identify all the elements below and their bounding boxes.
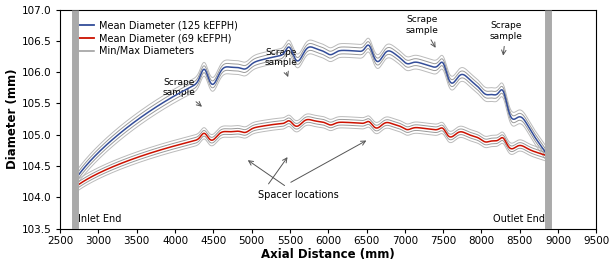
X-axis label: Axial Distance (mm): Axial Distance (mm) [261, 249, 395, 261]
Text: Spacer locations: Spacer locations [248, 161, 338, 200]
Text: Scrape
sample: Scrape sample [162, 78, 201, 106]
Text: Outlet End: Outlet End [493, 214, 545, 224]
Text: Scrape
sample: Scrape sample [490, 21, 522, 54]
Text: Scrape
sample: Scrape sample [406, 15, 439, 47]
Legend: Mean Diameter (125 kEFPH), Mean Diameter (69 kEFPH), Min/Max Diameters: Mean Diameter (125 kEFPH), Mean Diameter… [70, 17, 241, 60]
Y-axis label: Diameter (mm): Diameter (mm) [6, 69, 18, 169]
Text: Inlet End: Inlet End [79, 214, 122, 224]
Text: Scrape
sample: Scrape sample [264, 48, 297, 76]
